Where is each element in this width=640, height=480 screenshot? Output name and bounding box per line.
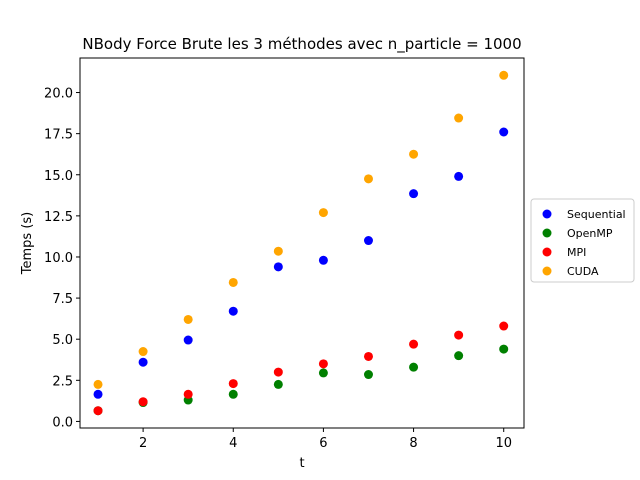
sequential-point [228,306,238,316]
cuda-point [318,208,328,218]
sequential-point [409,189,419,199]
mpi-point [318,359,328,369]
legend-marker-cuda [542,266,552,276]
mpi-point [93,406,103,416]
chart-title: NBody Force Brute les 3 méthodes avec n_… [82,35,521,54]
legend-label-mpi: MPI [567,246,586,259]
openmp-point [318,368,328,378]
y-axis-label: Temps (s) [20,212,35,275]
x-tick-label: 6 [319,436,327,451]
legend-frame [530,198,635,283]
y-axis: 0.0 2.5 5.0 7.5 10.0 12.5 15.0 17.5 20.0 [44,87,80,430]
mpi-point [363,351,373,361]
y-tick-label: 15.0 [44,169,73,184]
mpi-point [228,379,238,389]
plot-area [79,57,525,429]
cuda-point [138,347,148,357]
sequential-point [273,262,283,272]
y-tick-label: 12.5 [44,210,73,225]
cuda-point [183,314,193,324]
openmp-point [454,351,464,361]
mpi-point [183,389,193,399]
x-axis-label: t [299,456,304,471]
y-tick-label: 20.0 [44,87,73,102]
x-axis: 2 4 6 8 10 [139,428,512,451]
openmp-point [409,362,419,372]
sequential-point [499,127,509,137]
cuda-point [409,149,419,159]
y-tick-label: 0.0 [52,415,73,430]
sequential-point [318,255,328,265]
cuda-point [363,174,373,184]
y-tick-label: 2.5 [52,374,73,389]
x-tick-label: 10 [495,436,512,451]
legend-marker-mpi [542,247,552,257]
mpi-point [454,330,464,340]
sequential-point [183,335,193,345]
sequential-point [363,236,373,246]
openmp-point [228,389,238,399]
openmp-point [273,379,283,389]
cuda-point [93,379,103,389]
y-tick-label: 17.5 [44,128,73,143]
legend-label-openmp: OpenMP [567,227,613,240]
legend: Sequential OpenMP MPI CUDA [530,198,635,283]
legend-marker-openmp [542,228,552,238]
legend-label-sequential: Sequential [567,208,626,221]
cuda-point [454,113,464,123]
legend-label-cuda: CUDA [567,265,599,278]
x-tick-label: 2 [139,436,147,451]
y-tick-label: 7.5 [52,292,73,307]
cuda-point [228,277,238,287]
cuda-point [499,70,509,80]
sequential-point [93,389,103,399]
openmp-point [363,370,373,380]
mpi-point [499,321,509,331]
sequential-point [138,357,148,367]
mpi-point [138,397,148,407]
x-tick-label: 8 [409,436,417,451]
mpi-point [273,367,283,377]
mpi-point [409,339,419,349]
data-points [93,70,509,416]
y-tick-label: 10.0 [44,251,73,266]
legend-marker-sequential [542,209,552,219]
x-tick-label: 4 [229,436,237,451]
y-tick-label: 5.0 [52,333,73,348]
cuda-point [273,246,283,256]
openmp-point [499,344,509,354]
sequential-point [454,171,464,181]
